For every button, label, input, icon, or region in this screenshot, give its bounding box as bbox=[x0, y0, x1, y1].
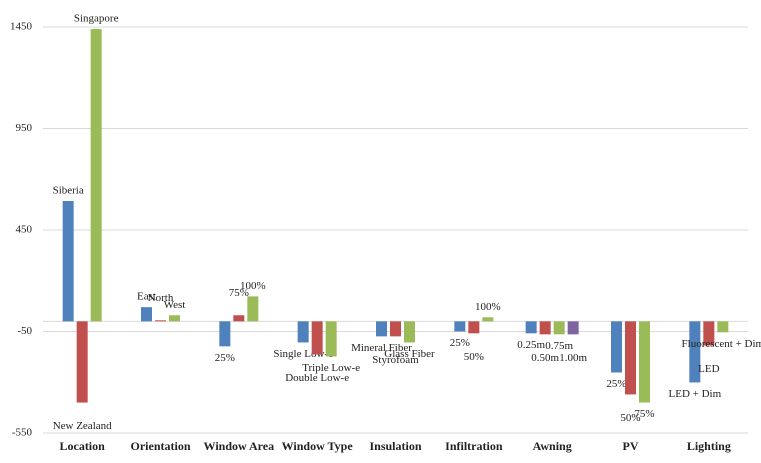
bar bbox=[155, 320, 166, 322]
bar-label: 50% bbox=[620, 412, 640, 424]
bar bbox=[454, 321, 466, 332]
bar-label: 1.00m bbox=[559, 352, 587, 364]
bar bbox=[703, 321, 715, 346]
bar-label: Styrofoam bbox=[372, 354, 419, 366]
bar-label: 75% bbox=[634, 408, 654, 420]
bar-label: Triple Low-e bbox=[302, 362, 360, 374]
bar-label: 0.50m bbox=[531, 352, 559, 364]
bar bbox=[219, 321, 231, 347]
bar-label: Double Low-e bbox=[285, 372, 349, 384]
x-tick-label: Awning bbox=[533, 439, 572, 453]
bar bbox=[539, 321, 551, 335]
bar-label: 0.75m bbox=[545, 340, 573, 352]
bar bbox=[76, 321, 88, 403]
bar-label: 25% bbox=[215, 352, 235, 364]
bar bbox=[482, 317, 494, 322]
bar-label: 50% bbox=[464, 351, 484, 363]
bar-label: Siberia bbox=[53, 185, 84, 197]
bar-label: 100% bbox=[240, 280, 266, 292]
bar bbox=[141, 307, 152, 322]
bar bbox=[169, 315, 180, 322]
y-tick-label: -50 bbox=[17, 325, 32, 337]
bar-label: 0.25m bbox=[517, 339, 545, 351]
x-tick-label: Lighting bbox=[687, 439, 731, 453]
bar-label: 75% bbox=[229, 287, 249, 299]
bar-label: North bbox=[148, 292, 174, 304]
bar bbox=[62, 200, 74, 322]
bar-label: Single Low-e bbox=[273, 348, 333, 360]
bar-label: LED + Dim bbox=[669, 388, 722, 400]
bar bbox=[90, 29, 102, 322]
bar-label: West bbox=[164, 299, 186, 311]
bar-label: 25% bbox=[606, 378, 626, 390]
bar-label: 25% bbox=[450, 337, 470, 349]
bar bbox=[689, 321, 701, 383]
x-tick-label: Window Type bbox=[282, 439, 354, 453]
x-tick-label: Location bbox=[59, 439, 105, 453]
bar bbox=[553, 321, 565, 335]
bar bbox=[297, 321, 309, 343]
y-tick-label: -550 bbox=[12, 427, 33, 439]
bar bbox=[390, 321, 401, 337]
bar bbox=[717, 321, 729, 333]
y-tick-label: 1450 bbox=[10, 21, 33, 33]
bar bbox=[611, 321, 622, 373]
bar-label: Singapore bbox=[74, 13, 119, 25]
bar bbox=[625, 321, 636, 395]
bar-label: Mineral Fiber bbox=[351, 342, 412, 354]
bar bbox=[325, 321, 337, 357]
x-tick-label: Orientation bbox=[131, 439, 191, 453]
bar bbox=[233, 315, 245, 322]
bar-label: New Zealand bbox=[53, 420, 112, 432]
bar-label: Fluorescent + Dim bbox=[682, 338, 761, 350]
y-tick-label: 450 bbox=[16, 224, 33, 236]
x-tick-label: Infiltration bbox=[445, 439, 503, 453]
x-tick-label: Insulation bbox=[369, 439, 421, 453]
bar-label: 100% bbox=[475, 301, 501, 313]
bar bbox=[247, 296, 259, 322]
bar bbox=[525, 321, 537, 334]
x-tick-label: PV bbox=[623, 439, 639, 453]
bar bbox=[404, 321, 415, 343]
bar bbox=[639, 321, 650, 403]
x-tick-label: Window Area bbox=[204, 439, 275, 453]
bar-label: LED bbox=[698, 363, 719, 375]
bar-label: East bbox=[137, 291, 156, 303]
bar-label: Glass Fiber bbox=[384, 348, 435, 360]
bar bbox=[468, 321, 480, 334]
bar bbox=[567, 321, 579, 335]
bar bbox=[376, 321, 387, 337]
y-tick-label: 950 bbox=[16, 122, 33, 134]
bar bbox=[311, 321, 323, 355]
